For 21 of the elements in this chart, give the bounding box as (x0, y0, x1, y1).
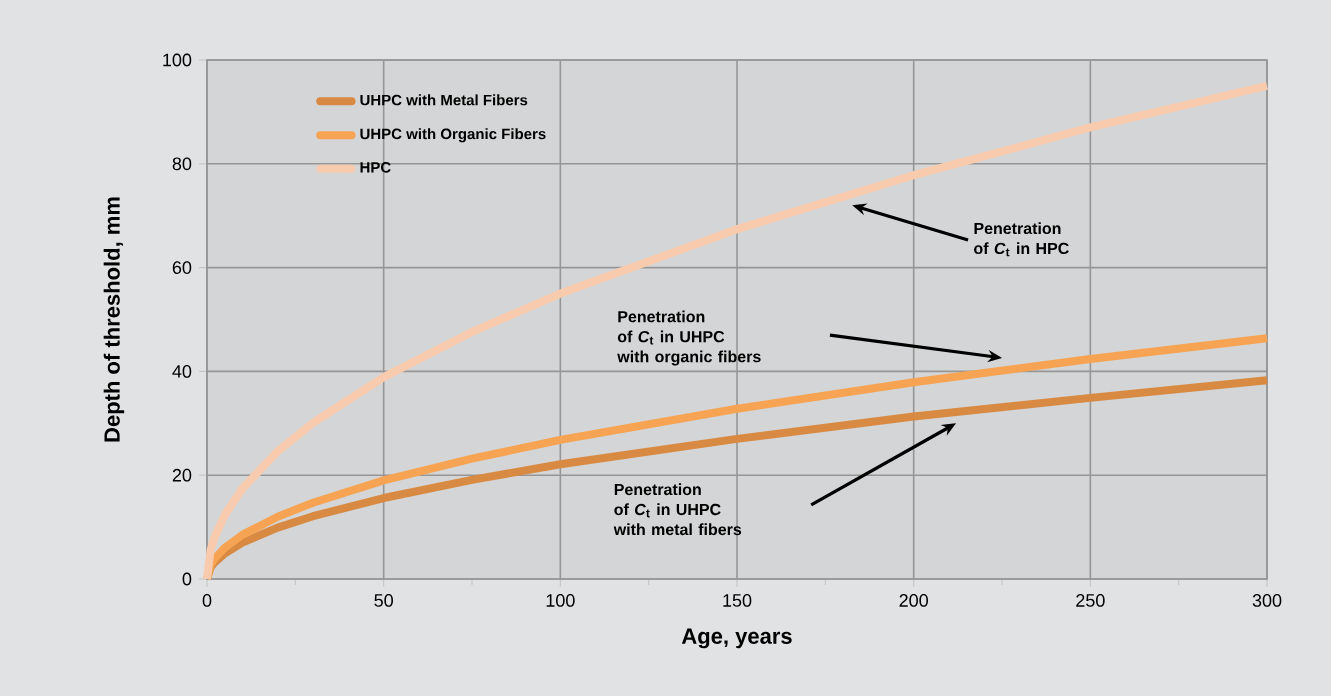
y-tick-label: 60 (172, 261, 192, 274)
x-tick-label: 250 (1076, 594, 1105, 607)
y-tick-label: 100 (163, 53, 192, 67)
annotation: Penetration of C$_{t}$ in HPC (974, 222, 1069, 257)
legend-label: HPC (360, 162, 391, 173)
x-tick-label: 200 (899, 594, 928, 607)
x-axis-title: Age, years (681, 628, 792, 649)
y-tick-label: 80 (172, 157, 192, 171)
legend-label: UHPC with Organic Fibers (360, 128, 546, 143)
x-tick-label: 150 (723, 594, 752, 607)
x-tick-label: 50 (374, 594, 393, 607)
legend-label: UHPC with Metal Fibers (360, 94, 528, 106)
y-tick-label: 0 (182, 572, 192, 586)
x-tick-label: 0 (202, 594, 212, 607)
annotation: Penetration of C$_{t}$ in UHPC with metal fibers (613, 483, 742, 536)
y-axis-title: Depth of threshold, mm (103, 197, 125, 442)
x-tick-label: 100 (546, 594, 575, 607)
y-tick-label: 20 (172, 468, 192, 482)
annotation: Penetration of C$_{t}$ in UHPC with organic fibers (617, 310, 761, 366)
y-tick-label: 40 (172, 365, 192, 378)
x-tick-label: 300 (1252, 594, 1282, 607)
